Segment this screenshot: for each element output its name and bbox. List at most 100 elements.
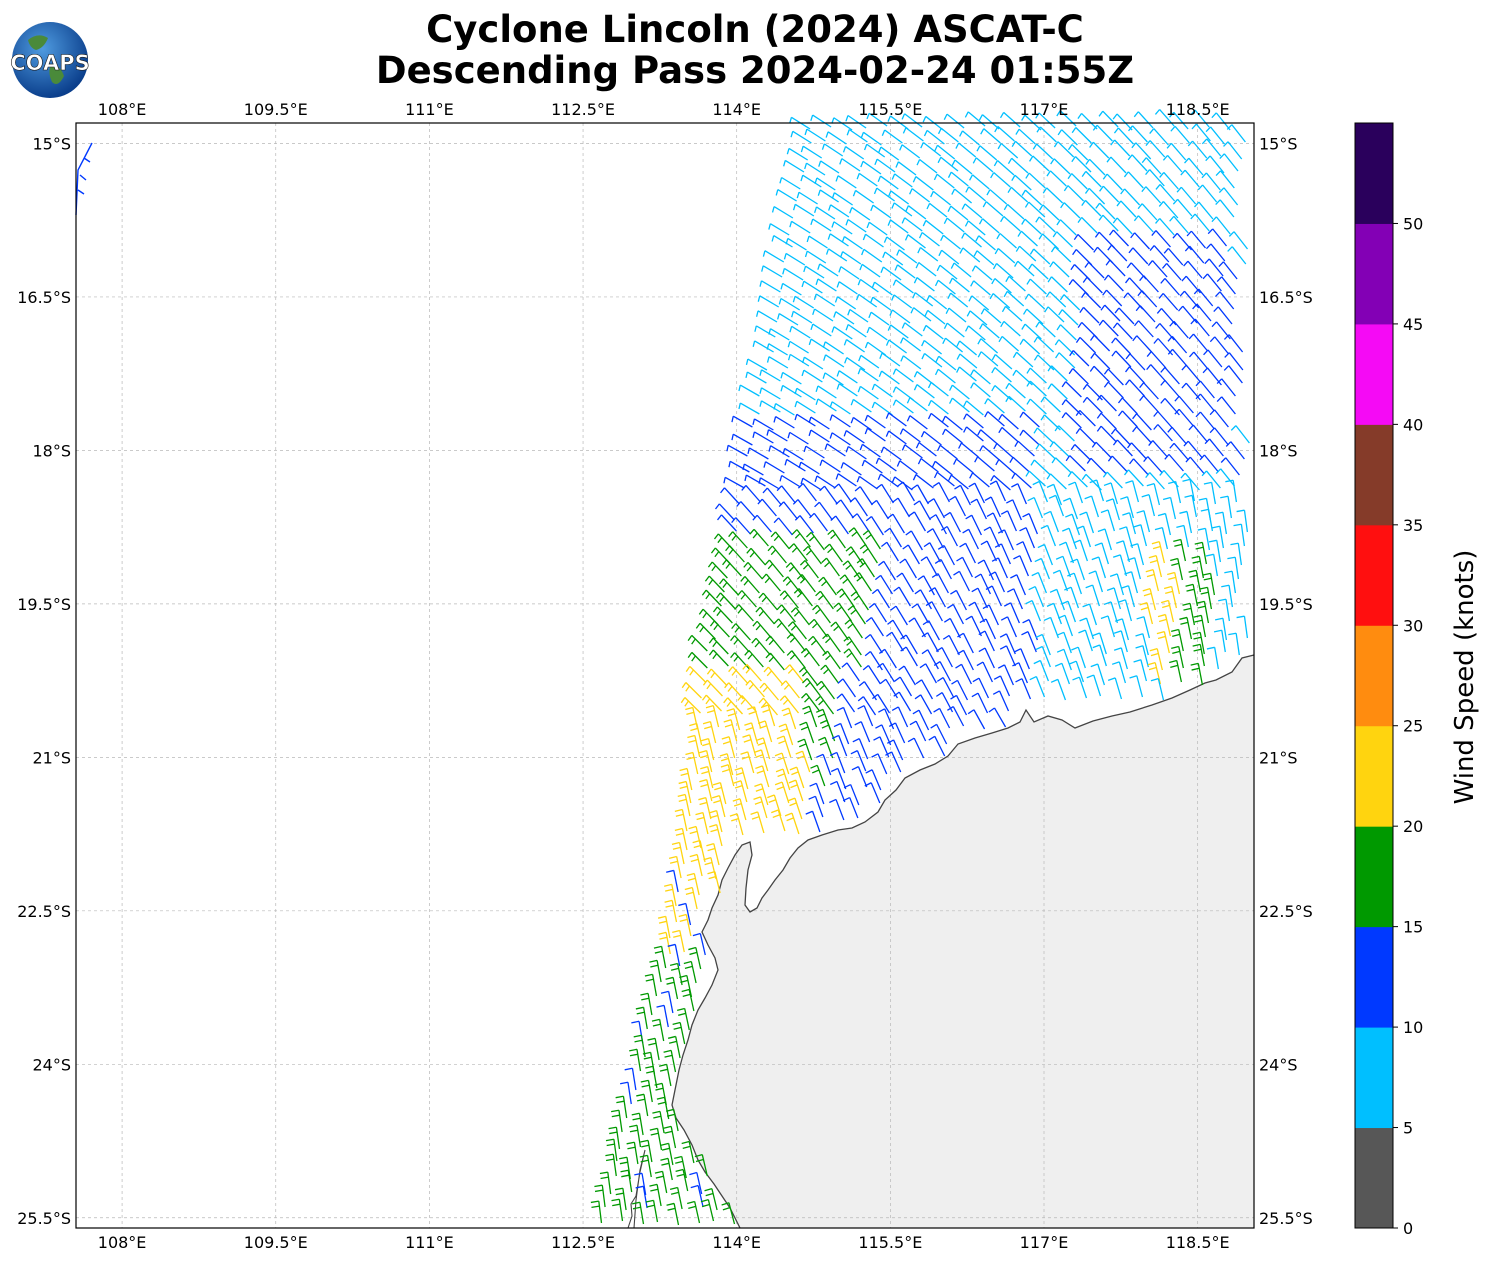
wind-barb	[1224, 570, 1237, 594]
wind-barb	[794, 387, 816, 401]
wind-barb	[890, 605, 908, 626]
wind-barb	[599, 1171, 612, 1195]
wind-barb	[1141, 157, 1162, 175]
wind-barb	[1129, 458, 1149, 476]
wind-barb	[854, 486, 873, 506]
wind-barb	[685, 706, 699, 730]
wind-barb	[667, 943, 681, 967]
wind-barb	[889, 309, 911, 324]
wind-barb	[751, 637, 771, 656]
wind-barb	[759, 369, 781, 382]
wind-barb	[1085, 158, 1106, 176]
wind-barb	[875, 457, 897, 472]
wind-barb	[1211, 112, 1231, 131]
wind-barb	[804, 250, 827, 264]
wind-barb	[993, 675, 1011, 697]
wind-barb	[672, 929, 685, 953]
wind-barb	[876, 662, 895, 683]
wind-barb	[934, 279, 956, 295]
wind-barb	[1193, 288, 1214, 307]
wind-barb	[1163, 247, 1184, 266]
wind-barb	[943, 511, 961, 533]
wind-barb	[816, 680, 835, 700]
wind-barb	[923, 129, 945, 145]
wind-barb	[829, 798, 845, 821]
wind-barb	[961, 232, 982, 248]
wind-barb	[980, 540, 997, 562]
wind-barb	[873, 187, 895, 202]
wind-barb	[768, 223, 790, 236]
wind-barb	[1033, 336, 1055, 353]
wind-barb	[1149, 245, 1170, 263]
wind-barb	[752, 418, 774, 431]
wind-barb	[1056, 324, 1077, 341]
wind-barb	[680, 697, 701, 714]
wind-barb	[836, 706, 853, 729]
wind-barb	[894, 264, 916, 279]
colorbar: 0 5 10 15 20 25 30 35 40 45 50	[1354, 122, 1423, 1238]
wind-barb	[753, 796, 768, 819]
wind-barb	[678, 902, 692, 926]
wind-barb	[943, 322, 965, 338]
wind-barb	[991, 278, 1012, 294]
wind-barb	[1011, 472, 1032, 489]
wind-barb	[782, 576, 802, 595]
wind-barb	[871, 383, 893, 398]
wind-barb	[839, 574, 858, 594]
wind-barb	[728, 666, 748, 684]
wind-barb	[865, 769, 882, 791]
lon-tick-label-bottom: 118.5°E	[1166, 1233, 1230, 1252]
wind-barb	[687, 1200, 701, 1224]
wind-barb	[745, 679, 765, 698]
wind-barb	[862, 233, 884, 248]
wind-barb	[1038, 233, 1059, 250]
wind-barb	[635, 1006, 648, 1030]
lat-tick-label-left: 22.5°S	[17, 902, 71, 921]
wind-barb	[977, 429, 998, 445]
wind-barb	[868, 602, 887, 623]
wind-barb	[1162, 154, 1183, 173]
wind-barb	[949, 277, 970, 293]
wind-barb	[1188, 333, 1209, 352]
wind-barb	[1000, 320, 1021, 337]
wind-barb	[728, 531, 748, 549]
wind-barb	[921, 339, 943, 355]
wind-barb	[652, 1110, 665, 1134]
wind-barb	[745, 371, 767, 384]
wind-barb	[1167, 348, 1188, 367]
wind-barb	[1065, 455, 1086, 472]
wind-barb	[955, 663, 972, 685]
wind-barb	[809, 782, 825, 805]
wind-barb	[950, 589, 967, 611]
wind-barb	[979, 445, 1000, 461]
wind-barb	[1069, 660, 1085, 683]
wind-barb	[1133, 524, 1148, 547]
wind-barb	[927, 381, 949, 397]
wind-barb	[1225, 441, 1245, 460]
wind-barb	[920, 430, 942, 446]
wind-barb	[899, 337, 921, 352]
wind-barb	[914, 694, 933, 715]
wind-barb	[1216, 276, 1236, 295]
wind-barb	[1159, 470, 1179, 488]
wind-barb	[1223, 141, 1243, 160]
wind-barb	[824, 443, 846, 457]
wind-barb	[1003, 290, 1025, 307]
wind-barb	[856, 172, 878, 187]
wind-barb	[1055, 352, 1076, 369]
wind-barb	[783, 159, 805, 173]
wind-barb	[712, 782, 727, 805]
wind-barb	[763, 666, 783, 685]
wind-barb	[775, 188, 797, 202]
wind-barb	[731, 623, 751, 641]
wind-barb	[991, 367, 1012, 383]
wind-barb	[800, 647, 820, 667]
wind-barb	[1167, 571, 1181, 595]
wind-barb	[804, 162, 826, 176]
wind-barb	[857, 367, 879, 382]
wind-barb	[931, 573, 949, 594]
wind-barb	[807, 635, 827, 655]
wind-barb	[830, 621, 849, 641]
wind-barb	[1034, 557, 1051, 580]
